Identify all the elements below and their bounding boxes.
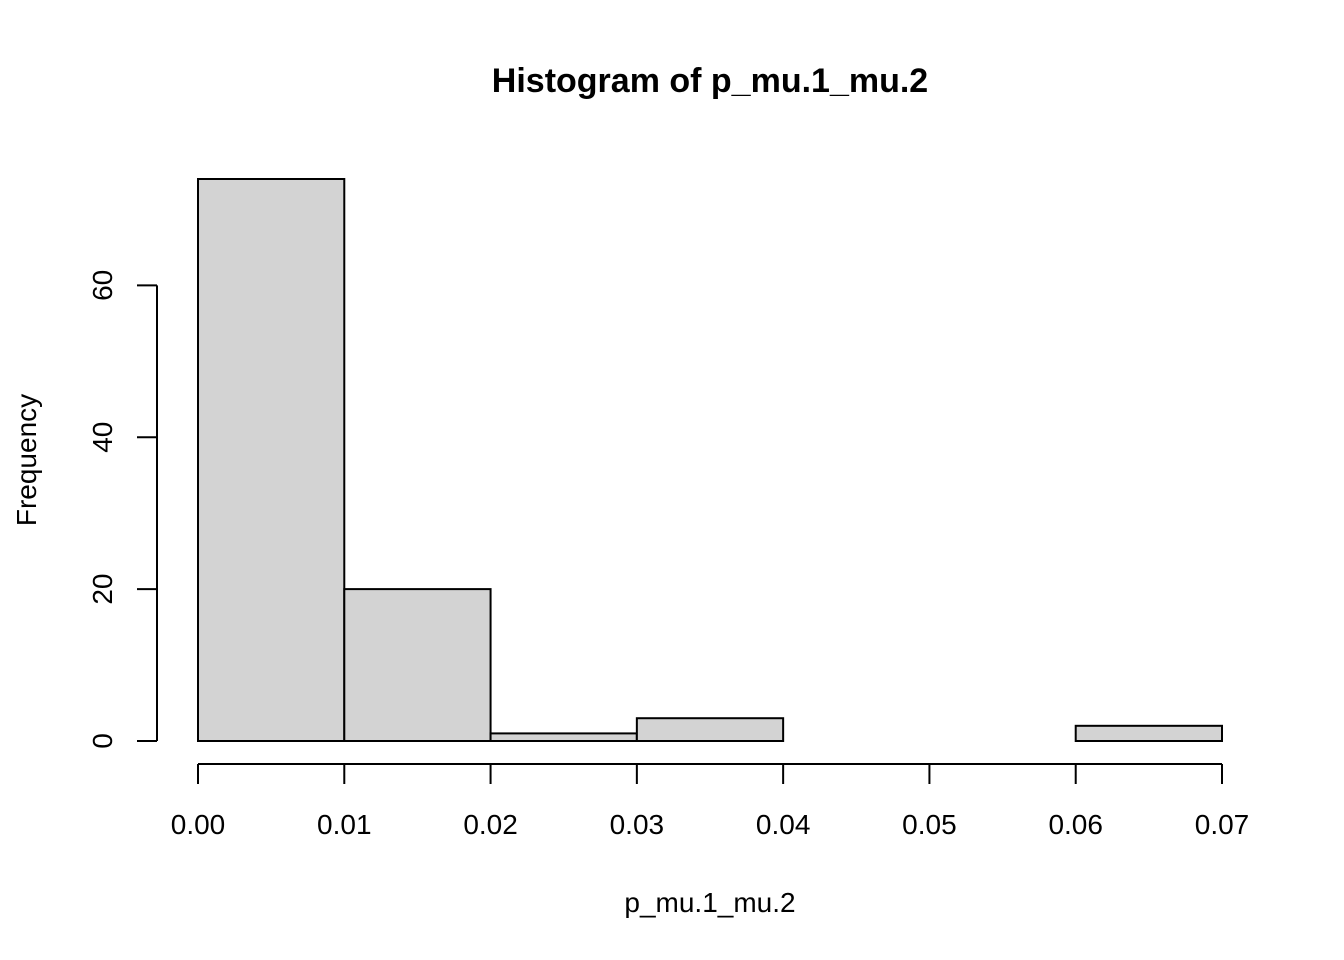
x-axis: 0.00 0.01 0.02 0.03 0.04 0.05 0.06 0.07 <box>171 763 1250 840</box>
y-axis: 0 20 40 60 <box>87 270 158 749</box>
x-tick-label: 0.07 <box>1195 809 1250 840</box>
histogram-bar-1 <box>343 588 492 742</box>
histogram-bar-3 <box>635 717 785 742</box>
chart-title: Histogram of p_mu.1_mu.2 <box>492 62 928 100</box>
y-axis-label: Frequency <box>11 394 42 526</box>
x-tick-label: 0.05 <box>902 809 957 840</box>
histogram-bar-6 <box>1074 724 1223 742</box>
x-tick-label: 0.00 <box>171 809 226 840</box>
x-tick-label: 0.06 <box>1048 809 1103 840</box>
x-tick-label: 0.03 <box>610 809 665 840</box>
y-tick-label: 60 <box>87 270 118 301</box>
x-tick-label: 0.01 <box>317 809 372 840</box>
x-tick-label: 0.02 <box>463 809 518 840</box>
histogram-bar-2 <box>489 732 638 742</box>
bars-group <box>197 178 1223 742</box>
y-tick-label: 20 <box>87 574 118 605</box>
x-axis-label: p_mu.1_mu.2 <box>624 887 795 918</box>
histogram-bar-0 <box>197 178 346 742</box>
y-tick-label: 0 <box>87 733 118 749</box>
x-tick-label: 0.04 <box>756 809 811 840</box>
y-tick-label: 40 <box>87 422 118 453</box>
